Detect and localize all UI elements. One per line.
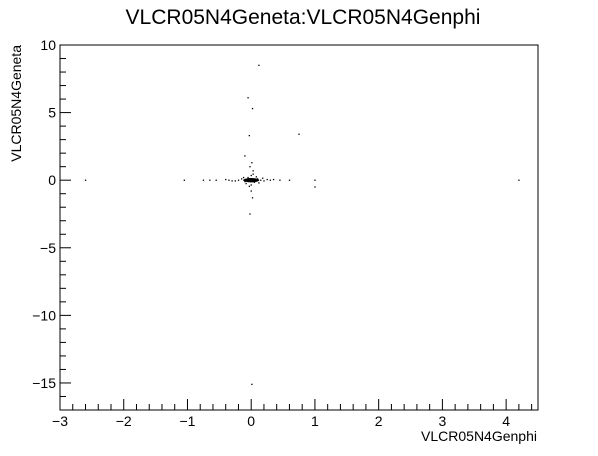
data-point [242, 176, 245, 179]
dense-cluster [243, 177, 260, 183]
data-point [262, 177, 264, 179]
x-tick-label: 3 [439, 413, 447, 429]
data-point [251, 383, 253, 386]
data-point [241, 178, 243, 180]
y-axis-tick-labels: −15 −10 −5 0 5 10 [32, 37, 56, 391]
data-point [225, 178, 227, 181]
data-point [250, 190, 252, 192]
data-point [251, 162, 253, 164]
data-point [250, 174, 252, 177]
data-point [263, 180, 265, 182]
data-point [260, 179, 262, 181]
data-point [183, 179, 185, 181]
x-axis-tick-labels: −3 −2 −1 0 1 2 3 4 [52, 413, 510, 429]
data-point [252, 173, 254, 175]
data-point [298, 133, 300, 135]
data-point [247, 97, 249, 99]
data-point [209, 179, 211, 181]
data-point [231, 180, 233, 182]
data-point [314, 179, 316, 181]
y-tick-label: 10 [40, 37, 56, 53]
data-point [244, 155, 246, 157]
data-point [237, 179, 240, 181]
data-point [279, 179, 281, 181]
data-point [269, 179, 272, 181]
x-axis-ticks [59, 399, 533, 410]
data-point [314, 186, 316, 188]
x-tick-label: −2 [116, 413, 132, 429]
data-point [255, 176, 257, 178]
x-tick-label: −1 [179, 413, 195, 429]
data-point [244, 180, 246, 183]
data-point [249, 213, 251, 215]
data-point [215, 179, 217, 181]
data-point [248, 185, 250, 187]
scatter-points [84, 64, 520, 386]
y-tick-label: −15 [32, 375, 56, 391]
data-point [249, 166, 251, 168]
y-tick-label: −10 [32, 307, 56, 323]
data-point [251, 107, 254, 110]
data-point [266, 178, 268, 181]
y-tick-label: 5 [48, 105, 56, 121]
data-point [251, 197, 254, 199]
data-point [84, 179, 87, 181]
x-tick-label: 0 [247, 413, 255, 429]
x-axis-label: VLCR05N4Genphi [421, 428, 537, 444]
y-axis-label: VLCR05N4Geneta [8, 45, 24, 162]
data-point [253, 181, 256, 183]
data-point [247, 176, 249, 179]
x-tick-label: −3 [52, 413, 68, 429]
data-point [250, 184, 252, 186]
data-point [228, 179, 230, 181]
data-point [288, 179, 291, 181]
data-point [245, 182, 247, 185]
plot-frame [59, 44, 539, 411]
y-axis-ticks [60, 44, 71, 411]
data-point [202, 179, 205, 181]
x-tick-label: 2 [375, 413, 383, 429]
y-tick-label: −5 [40, 240, 56, 256]
chart-title: VLCR05N4Geneta:VLCR05N4Genphi [126, 6, 481, 29]
x-tick-label: 1 [311, 413, 319, 429]
data-point [272, 178, 275, 181]
y-tick-label: 0 [48, 172, 56, 188]
x-tick-label: 4 [502, 413, 510, 429]
data-point [252, 170, 254, 172]
data-point [234, 180, 236, 182]
data-point [518, 179, 520, 181]
data-point [258, 64, 260, 66]
data-point [248, 134, 250, 137]
data-point [258, 182, 260, 184]
